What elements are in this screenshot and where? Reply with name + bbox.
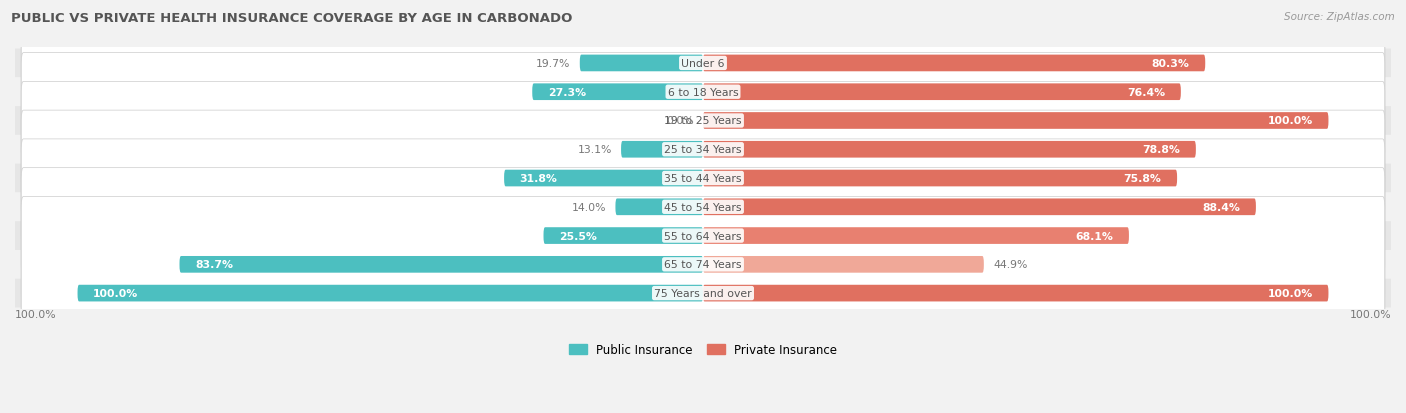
Text: 88.4%: 88.4% [1202,202,1240,212]
Text: 6 to 18 Years: 6 to 18 Years [668,88,738,97]
FancyBboxPatch shape [15,78,1391,107]
Text: 68.1%: 68.1% [1076,231,1114,241]
FancyBboxPatch shape [505,170,703,187]
Text: Under 6: Under 6 [682,59,724,69]
FancyBboxPatch shape [21,168,1385,361]
Text: 78.8%: 78.8% [1142,145,1180,155]
FancyBboxPatch shape [533,84,703,101]
FancyBboxPatch shape [15,222,1391,250]
FancyBboxPatch shape [621,142,703,158]
Text: 25.5%: 25.5% [560,231,598,241]
Legend: Public Insurance, Private Insurance: Public Insurance, Private Insurance [564,338,842,361]
Text: 14.0%: 14.0% [572,202,606,212]
Text: 100.0%: 100.0% [1268,288,1313,298]
FancyBboxPatch shape [77,285,703,302]
FancyBboxPatch shape [703,285,1329,302]
FancyBboxPatch shape [21,82,1385,275]
FancyBboxPatch shape [544,228,703,244]
Text: 100.0%: 100.0% [1350,309,1391,319]
FancyBboxPatch shape [21,0,1385,160]
FancyBboxPatch shape [15,50,1391,78]
FancyBboxPatch shape [15,164,1391,193]
Text: 31.8%: 31.8% [520,173,558,184]
FancyBboxPatch shape [703,113,1329,130]
FancyBboxPatch shape [15,193,1391,222]
Text: 27.3%: 27.3% [548,88,586,97]
Text: 19 to 25 Years: 19 to 25 Years [664,116,742,126]
FancyBboxPatch shape [579,55,703,72]
FancyBboxPatch shape [21,140,1385,332]
FancyBboxPatch shape [21,111,1385,304]
FancyBboxPatch shape [703,170,1177,187]
FancyBboxPatch shape [703,84,1181,101]
FancyBboxPatch shape [21,25,1385,218]
FancyBboxPatch shape [616,199,703,216]
FancyBboxPatch shape [15,107,1391,135]
Text: 65 to 74 Years: 65 to 74 Years [664,260,742,270]
Text: PUBLIC VS PRIVATE HEALTH INSURANCE COVERAGE BY AGE IN CARBONADO: PUBLIC VS PRIVATE HEALTH INSURANCE COVER… [11,12,572,25]
Text: 25 to 34 Years: 25 to 34 Years [664,145,742,155]
Text: 35 to 44 Years: 35 to 44 Years [664,173,742,184]
Text: 80.3%: 80.3% [1152,59,1189,69]
Text: 76.4%: 76.4% [1128,88,1166,97]
FancyBboxPatch shape [15,250,1391,279]
FancyBboxPatch shape [703,142,1197,158]
FancyBboxPatch shape [703,228,1129,244]
Text: 75 Years and over: 75 Years and over [654,288,752,298]
Text: 75.8%: 75.8% [1123,173,1161,184]
Text: 100.0%: 100.0% [1268,116,1313,126]
FancyBboxPatch shape [15,135,1391,164]
FancyBboxPatch shape [703,55,1205,72]
Text: 100.0%: 100.0% [93,288,138,298]
FancyBboxPatch shape [21,0,1385,189]
Text: 83.7%: 83.7% [195,260,233,270]
Text: Source: ZipAtlas.com: Source: ZipAtlas.com [1284,12,1395,22]
FancyBboxPatch shape [15,279,1391,308]
Text: 13.1%: 13.1% [578,145,612,155]
FancyBboxPatch shape [703,199,1256,216]
Text: 45 to 54 Years: 45 to 54 Years [664,202,742,212]
Text: 100.0%: 100.0% [15,309,56,319]
Text: 55 to 64 Years: 55 to 64 Years [664,231,742,241]
FancyBboxPatch shape [703,256,984,273]
Text: 19.7%: 19.7% [536,59,571,69]
Text: 0.0%: 0.0% [666,116,693,126]
FancyBboxPatch shape [21,53,1385,246]
FancyBboxPatch shape [180,256,703,273]
FancyBboxPatch shape [21,197,1385,390]
Text: 44.9%: 44.9% [993,260,1028,270]
